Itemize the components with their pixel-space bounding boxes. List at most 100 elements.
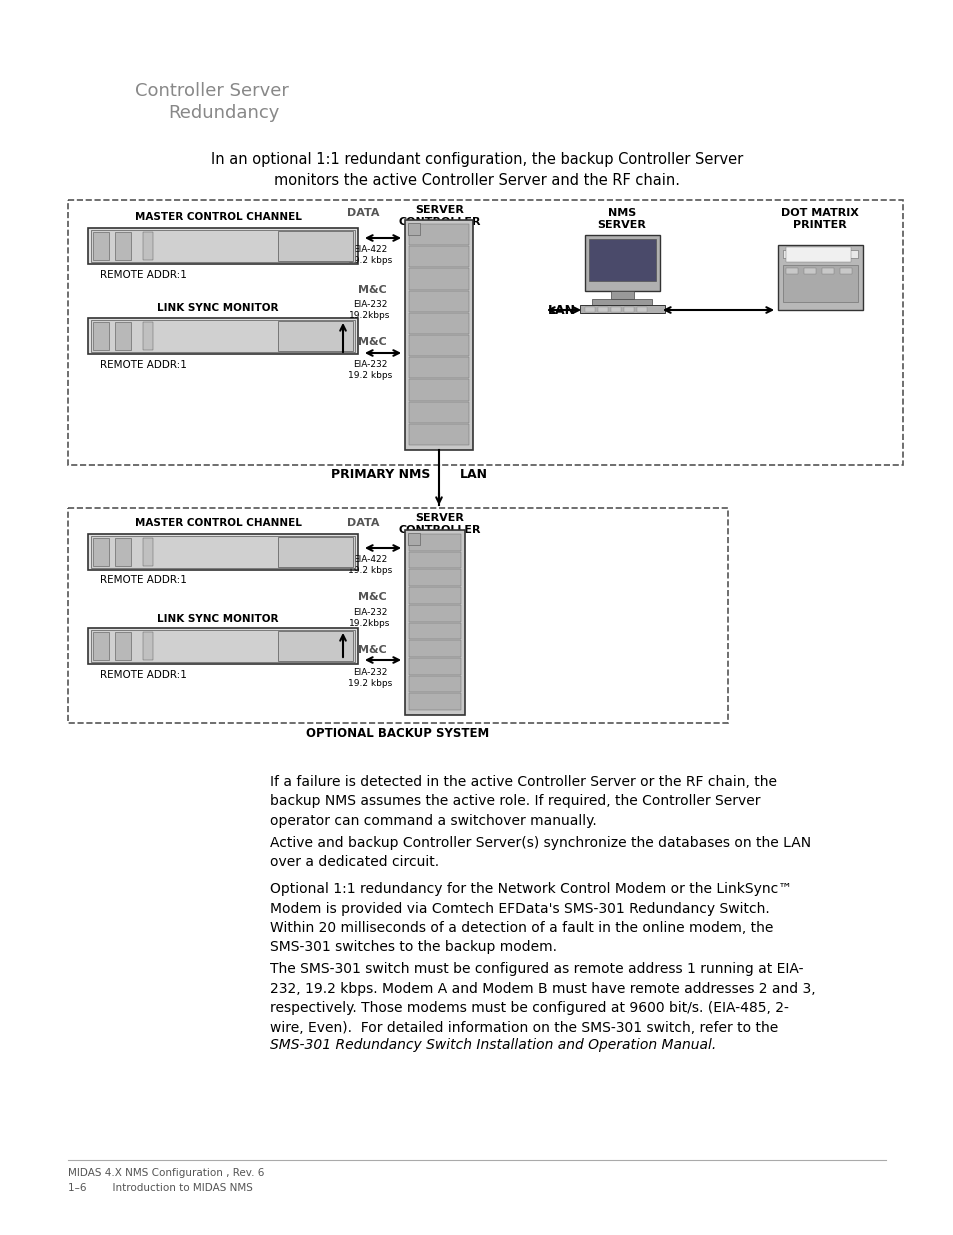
Bar (409, 552, 460, 568)
Bar (408, 224, 419, 235)
Text: EIA-232
19.2 kbps: EIA-232 19.2 kbps (348, 668, 392, 688)
Bar (143, 538, 152, 566)
Text: EIA-422
19.2 kbps: EIA-422 19.2 kbps (348, 245, 392, 266)
Text: REMOTE ADDR:1: REMOTE ADDR:1 (100, 359, 187, 370)
Bar (409, 312, 469, 333)
Bar (821, 268, 833, 274)
Bar (91, 630, 355, 662)
Bar (409, 569, 460, 587)
Bar (409, 379, 469, 400)
Bar (143, 232, 152, 261)
Bar (91, 230, 355, 262)
Bar (803, 268, 815, 274)
Text: SERVER
CONTROLLER: SERVER CONTROLLER (398, 513, 480, 536)
Bar (277, 321, 353, 351)
Text: EIA-232
19.2 kbps: EIA-232 19.2 kbps (348, 359, 392, 380)
Text: REMOTE ADDR:1: REMOTE ADDR:1 (100, 671, 187, 680)
Bar (409, 290, 469, 311)
Bar (408, 534, 419, 545)
Bar (610, 308, 620, 311)
Bar (409, 587, 460, 604)
Bar (611, 291, 633, 299)
Text: If a failure is detected in the active Controller Server or the RF chain, the
ba: If a failure is detected in the active C… (270, 776, 776, 827)
Bar (409, 622, 460, 640)
Text: EIA-422
19.2 kbps: EIA-422 19.2 kbps (348, 555, 392, 576)
Text: EIA-232
19.2kbps: EIA-232 19.2kbps (349, 608, 391, 629)
Bar (91, 536, 355, 568)
Bar (584, 235, 659, 291)
Bar (409, 676, 460, 693)
Bar (92, 632, 109, 659)
Text: MASTER CONTROL CHANNEL: MASTER CONTROL CHANNEL (134, 517, 301, 529)
Text: EIA-232
19.2kbps: EIA-232 19.2kbps (349, 300, 391, 320)
Bar (409, 268, 469, 289)
Text: MIDAS 4.X NMS Configuration , Rev. 6: MIDAS 4.X NMS Configuration , Rev. 6 (68, 1168, 264, 1178)
Bar (785, 247, 850, 262)
Bar (143, 632, 152, 659)
Bar (409, 605, 460, 621)
Text: In an optional 1:1 redundant configuration, the backup Controller Server
monitor: In an optional 1:1 redundant configurati… (211, 152, 742, 188)
Bar (68, 200, 902, 466)
Bar (409, 534, 460, 551)
Text: M&C: M&C (357, 592, 386, 601)
Bar (115, 232, 131, 261)
Text: DOT MATRIX
PRINTER: DOT MATRIX PRINTER (781, 207, 858, 231)
Text: Redundancy: Redundancy (168, 104, 279, 122)
Bar (584, 308, 595, 311)
Bar (405, 530, 464, 715)
Text: The SMS-301 switch must be configured as remote address 1 running at EIA-
232, 1: The SMS-301 switch must be configured as… (270, 962, 815, 1053)
Bar (778, 245, 862, 310)
Bar (409, 658, 460, 674)
Bar (277, 231, 353, 261)
Bar (409, 693, 460, 710)
Text: M&C: M&C (357, 645, 386, 655)
Bar (91, 320, 355, 352)
Text: Controller Server: Controller Server (135, 82, 289, 100)
Bar (409, 640, 460, 657)
Text: REMOTE ADDR:1: REMOTE ADDR:1 (100, 576, 187, 585)
Bar (88, 317, 357, 354)
Bar (409, 224, 469, 246)
Bar (409, 246, 469, 268)
Bar (623, 308, 634, 311)
Text: SERVER
CONTROLLER: SERVER CONTROLLER (398, 205, 480, 227)
Bar (115, 322, 131, 350)
Text: OPTIONAL BACKUP SYSTEM: OPTIONAL BACKUP SYSTEM (306, 727, 489, 740)
Bar (88, 534, 357, 571)
Bar (598, 308, 607, 311)
Text: LINK SYNC MONITOR: LINK SYNC MONITOR (157, 614, 278, 624)
Bar (409, 357, 469, 378)
Bar (143, 322, 152, 350)
Bar (405, 220, 473, 450)
Bar (115, 632, 131, 659)
Bar (782, 249, 857, 258)
Text: DATA: DATA (347, 207, 379, 219)
Text: PRIMARY NMS: PRIMARY NMS (331, 468, 430, 482)
Text: M&C: M&C (357, 337, 386, 347)
Text: Active and backup Controller Server(s) synchronize the databases on the LAN
over: Active and backup Controller Server(s) s… (270, 836, 810, 869)
Text: LAN: LAN (459, 468, 488, 482)
Bar (409, 401, 469, 422)
Text: 1–6        Introduction to MIDAS NMS: 1–6 Introduction to MIDAS NMS (68, 1183, 253, 1193)
Bar (92, 322, 109, 350)
Bar (68, 508, 727, 722)
Bar (115, 538, 131, 566)
Bar (409, 335, 469, 356)
Text: LAN: LAN (547, 304, 576, 316)
Text: M&C: M&C (357, 285, 386, 295)
Bar (637, 308, 646, 311)
Bar (277, 631, 353, 661)
Bar (785, 268, 797, 274)
Text: LINK SYNC MONITOR: LINK SYNC MONITOR (157, 303, 278, 312)
Bar (277, 537, 353, 567)
Text: REMOTE ADDR:1: REMOTE ADDR:1 (100, 270, 187, 280)
Bar (592, 299, 652, 305)
Bar (88, 629, 357, 664)
Bar (92, 538, 109, 566)
Bar (840, 268, 851, 274)
Bar (588, 240, 656, 282)
Bar (409, 424, 469, 445)
Text: NMS
SERVER: NMS SERVER (597, 207, 646, 231)
Bar (88, 228, 357, 264)
Bar (579, 305, 664, 314)
